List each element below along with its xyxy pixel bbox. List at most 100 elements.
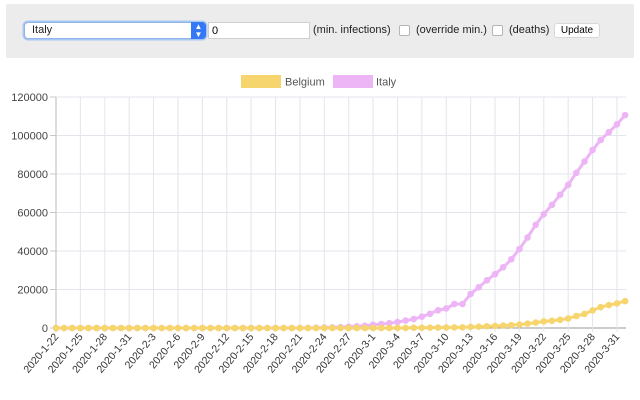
data-point[interactable] — [410, 315, 418, 323]
data-point[interactable] — [166, 324, 174, 332]
data-point[interactable] — [613, 121, 621, 128]
data-point[interactable] — [402, 324, 409, 332]
data-point[interactable] — [442, 324, 450, 331]
data-point[interactable] — [312, 324, 320, 332]
data-point[interactable] — [524, 320, 531, 327]
data-point[interactable] — [345, 324, 352, 332]
data-point[interactable] — [280, 324, 287, 332]
data-point[interactable] — [68, 324, 76, 332]
data-point[interactable] — [117, 324, 125, 332]
data-point[interactable] — [394, 318, 401, 326]
data-point[interactable] — [507, 321, 515, 329]
data-point[interactable] — [239, 324, 247, 332]
data-point[interactable] — [459, 324, 466, 331]
data-point[interactable] — [426, 310, 434, 318]
data-point[interactable] — [85, 324, 92, 332]
data-point[interactable] — [223, 324, 231, 332]
data-point[interactable] — [597, 303, 605, 311]
data-point[interactable] — [605, 128, 613, 136]
data-point[interactable] — [491, 322, 499, 330]
data-point[interactable] — [272, 324, 279, 332]
data-point[interactable] — [597, 136, 605, 144]
data-point[interactable] — [418, 313, 426, 320]
data-point[interactable] — [215, 324, 222, 332]
data-point[interactable] — [190, 324, 198, 332]
data-point[interactable] — [605, 301, 613, 309]
data-point[interactable] — [77, 324, 84, 332]
data-point[interactable] — [353, 324, 361, 332]
data-point[interactable] — [540, 210, 548, 218]
data-point[interactable] — [101, 324, 109, 332]
data-point[interactable] — [304, 324, 312, 332]
data-point[interactable] — [581, 158, 588, 165]
data-point[interactable] — [499, 264, 507, 271]
data-point[interactable] — [467, 323, 474, 331]
data-point[interactable] — [516, 321, 523, 328]
update-button[interactable]: Update — [554, 23, 600, 38]
data-point[interactable] — [231, 324, 239, 332]
data-point[interactable] — [174, 324, 182, 332]
data-point[interactable] — [507, 255, 515, 263]
legend-swatch-belgium[interactable] — [241, 75, 281, 88]
data-point[interactable] — [337, 324, 344, 332]
country-select[interactable]: Italy ▲ ▼ — [24, 22, 206, 39]
data-point[interactable] — [516, 245, 523, 253]
min-infections-input[interactable] — [208, 22, 310, 39]
data-point[interactable] — [475, 323, 483, 330]
data-point[interactable] — [573, 169, 580, 177]
data-point[interactable] — [142, 324, 149, 332]
data-point[interactable] — [329, 324, 336, 332]
data-point[interactable] — [369, 324, 377, 332]
data-point[interactable] — [52, 324, 60, 332]
data-point[interactable] — [564, 181, 572, 189]
data-point[interactable] — [182, 324, 190, 332]
legend-label-belgium[interactable]: Belgium — [285, 77, 325, 89]
data-point[interactable] — [573, 312, 580, 320]
data-point[interactable] — [402, 317, 409, 324]
data-point[interactable] — [564, 315, 572, 322]
data-point[interactable] — [556, 191, 564, 199]
data-point[interactable] — [581, 310, 588, 318]
data-point[interactable] — [361, 324, 369, 332]
data-point[interactable] — [434, 324, 442, 331]
data-point[interactable] — [426, 324, 434, 331]
data-point[interactable] — [532, 319, 539, 326]
data-point[interactable] — [548, 317, 556, 325]
data-point[interactable] — [524, 234, 531, 241]
data-point[interactable] — [296, 324, 304, 332]
data-point[interactable] — [60, 324, 68, 332]
data-point[interactable] — [442, 305, 450, 312]
legend-label-italy[interactable]: Italy — [376, 77, 397, 89]
data-point[interactable] — [418, 324, 426, 331]
data-point[interactable] — [467, 290, 474, 298]
data-point[interactable] — [93, 324, 100, 332]
data-point[interactable] — [451, 324, 458, 331]
data-point[interactable] — [499, 322, 507, 329]
data-point[interactable] — [621, 297, 629, 305]
legend-swatch-italy[interactable] — [333, 75, 373, 88]
data-point[interactable] — [199, 324, 206, 332]
data-point[interactable] — [621, 111, 629, 119]
data-point[interactable] — [125, 324, 133, 332]
data-point[interactable] — [475, 283, 483, 291]
data-point[interactable] — [451, 300, 458, 308]
data-point[interactable] — [532, 221, 539, 229]
data-point[interactable] — [158, 324, 165, 332]
data-point[interactable] — [320, 324, 328, 332]
override-min-checkbox[interactable] — [399, 25, 410, 36]
data-point[interactable] — [548, 201, 556, 209]
data-point[interactable] — [589, 307, 596, 314]
data-point[interactable] — [410, 324, 418, 332]
data-point[interactable] — [207, 324, 214, 332]
data-point[interactable] — [613, 300, 621, 307]
data-point[interactable] — [540, 318, 548, 325]
data-point[interactable] — [434, 307, 442, 314]
data-point[interactable] — [109, 324, 117, 332]
data-point[interactable] — [491, 270, 499, 278]
data-point[interactable] — [459, 300, 466, 308]
data-point[interactable] — [483, 322, 491, 330]
data-point[interactable] — [264, 324, 271, 332]
data-point[interactable] — [386, 324, 393, 332]
data-point[interactable] — [134, 324, 141, 332]
data-point[interactable] — [150, 324, 157, 332]
